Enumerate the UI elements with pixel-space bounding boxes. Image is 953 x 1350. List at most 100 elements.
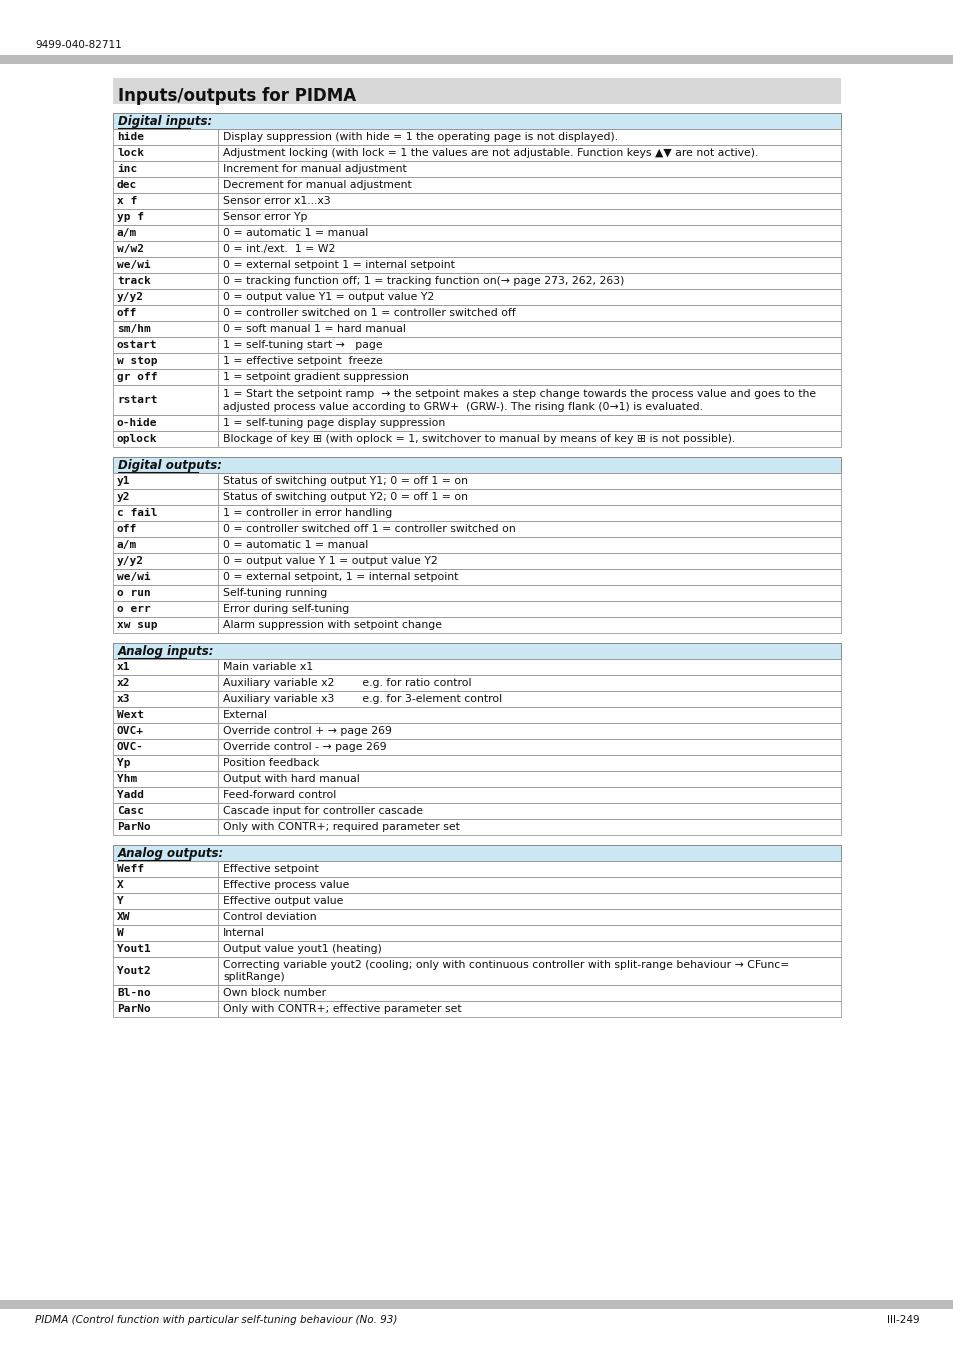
Bar — [218, 554, 841, 568]
Bar — [112, 161, 218, 177]
Bar — [112, 601, 218, 617]
Text: Own block number: Own block number — [223, 988, 326, 998]
Text: w stop: w stop — [117, 356, 157, 366]
Bar — [112, 1000, 218, 1017]
Text: inc: inc — [117, 163, 137, 174]
Bar — [218, 369, 841, 385]
Bar — [112, 986, 218, 1000]
Text: xw sup: xw sup — [117, 620, 157, 630]
Text: Output with hard manual: Output with hard manual — [223, 774, 359, 784]
Text: lock: lock — [117, 148, 144, 158]
Text: Bl-no: Bl-no — [117, 988, 151, 998]
Text: x1: x1 — [117, 662, 131, 672]
Text: off: off — [117, 524, 137, 535]
Text: Error during self-tuning: Error during self-tuning — [223, 603, 349, 614]
Text: 1 = self-tuning page display suppression: 1 = self-tuning page display suppression — [223, 418, 445, 428]
Text: OVC+: OVC+ — [117, 726, 144, 736]
Bar — [218, 505, 841, 521]
Text: 0 = controller switched on 1 = controller switched off: 0 = controller switched on 1 = controlle… — [223, 308, 516, 319]
Bar — [218, 321, 841, 338]
Text: hide: hide — [117, 132, 144, 142]
Text: Weff: Weff — [117, 864, 144, 873]
Text: 0 = soft manual 1 = hard manual: 0 = soft manual 1 = hard manual — [223, 324, 405, 333]
Bar — [218, 193, 841, 209]
Bar — [218, 819, 841, 836]
Bar — [218, 892, 841, 909]
Text: XW: XW — [117, 913, 131, 922]
Text: Position feedback: Position feedback — [223, 757, 319, 768]
Text: External: External — [223, 710, 268, 720]
Text: x f: x f — [117, 196, 137, 207]
Text: Digital inputs:: Digital inputs: — [118, 115, 212, 127]
Text: Self-tuning running: Self-tuning running — [223, 589, 327, 598]
Text: o run: o run — [117, 589, 151, 598]
Text: x3: x3 — [117, 694, 131, 703]
Bar — [112, 771, 218, 787]
Text: Output value yout1 (heating): Output value yout1 (heating) — [223, 944, 381, 954]
Bar — [218, 617, 841, 633]
Bar — [112, 489, 218, 505]
Text: 0 = output value Y 1 = output value Y2: 0 = output value Y 1 = output value Y2 — [223, 556, 437, 566]
Text: oplock: oplock — [117, 433, 157, 444]
Bar — [218, 177, 841, 193]
Bar — [218, 305, 841, 321]
Bar — [218, 986, 841, 1000]
Bar — [112, 643, 841, 659]
Bar — [112, 755, 218, 771]
Text: Sensor error x1...x3: Sensor error x1...x3 — [223, 196, 331, 207]
Text: Yhm: Yhm — [117, 774, 137, 784]
Text: o err: o err — [117, 603, 151, 614]
Bar — [112, 892, 218, 909]
Text: Adjustment locking (with lock = 1 the values are not adjustable. Function keys ▲: Adjustment locking (with lock = 1 the va… — [223, 148, 758, 158]
Bar — [218, 472, 841, 489]
Bar — [112, 925, 218, 941]
Text: 0 = output value Y1 = output value Y2: 0 = output value Y1 = output value Y2 — [223, 292, 434, 302]
Text: Override control - → page 269: Override control - → page 269 — [223, 743, 386, 752]
Text: 0 = automatic 1 = manual: 0 = automatic 1 = manual — [223, 540, 368, 549]
Bar — [112, 659, 218, 675]
Text: we/wi: we/wi — [117, 572, 151, 582]
Text: Casc: Casc — [117, 806, 144, 815]
Text: Internal: Internal — [223, 927, 265, 938]
Text: Analog outputs:: Analog outputs: — [118, 846, 224, 860]
Text: Override control + → page 269: Override control + → page 269 — [223, 726, 392, 736]
Bar — [218, 707, 841, 724]
Bar — [112, 845, 841, 861]
Bar — [112, 568, 218, 585]
Bar — [112, 554, 218, 568]
Bar — [112, 724, 218, 738]
Bar — [218, 803, 841, 819]
Text: 9499-040-82711: 9499-040-82711 — [35, 40, 122, 50]
Bar — [112, 289, 218, 305]
Text: Main variable x1: Main variable x1 — [223, 662, 313, 672]
Bar — [218, 941, 841, 957]
Bar — [112, 861, 218, 878]
Bar — [218, 225, 841, 242]
Bar — [218, 1000, 841, 1017]
Text: Analog inputs:: Analog inputs: — [118, 644, 214, 657]
Text: 1 = controller in error handling: 1 = controller in error handling — [223, 508, 392, 518]
Bar — [112, 878, 218, 892]
Bar — [112, 177, 218, 193]
Text: Feed-forward control: Feed-forward control — [223, 790, 335, 801]
Text: off: off — [117, 308, 137, 319]
Text: 0 = int./ext.  1 = W2: 0 = int./ext. 1 = W2 — [223, 244, 335, 254]
Text: a/m: a/m — [117, 540, 137, 549]
Text: Only with CONTR+; effective parameter set: Only with CONTR+; effective parameter se… — [223, 1004, 461, 1014]
Text: w/w2: w/w2 — [117, 244, 144, 254]
Text: Control deviation: Control deviation — [223, 913, 316, 922]
Bar — [112, 338, 218, 352]
Text: Digital outputs:: Digital outputs: — [118, 459, 222, 471]
Text: 0 = external setpoint, 1 = internal setpoint: 0 = external setpoint, 1 = internal setp… — [223, 572, 457, 582]
Text: ParNo: ParNo — [117, 822, 151, 832]
Bar — [218, 738, 841, 755]
Bar — [218, 338, 841, 352]
Text: Display suppression (with hide = 1 the operating page is not displayed).: Display suppression (with hide = 1 the o… — [223, 132, 618, 142]
Bar — [218, 385, 841, 414]
Text: Blockage of key ⊞ (with oplock = 1, switchover to manual by means of key ⊞ is no: Blockage of key ⊞ (with oplock = 1, swit… — [223, 433, 735, 444]
Bar — [112, 431, 218, 447]
Text: ostart: ostart — [117, 340, 157, 350]
Bar — [218, 273, 841, 289]
Text: a/m: a/m — [117, 228, 137, 238]
Text: Correcting variable yout2 (cooling; only with continuous controller with split-r: Correcting variable yout2 (cooling; only… — [223, 960, 788, 971]
